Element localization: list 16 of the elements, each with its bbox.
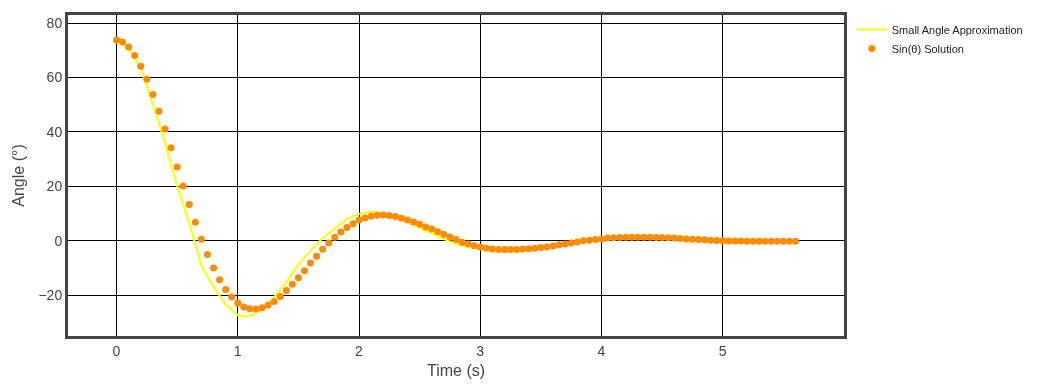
x-tick-label: 5 <box>718 342 727 359</box>
legend-label: Small Angle Approximation <box>891 23 1023 36</box>
y-tick-label: −20 <box>38 287 63 304</box>
x-tick-label: 4 <box>597 342 606 359</box>
x-tick-label: 2 <box>355 342 364 359</box>
x-tick-label: 3 <box>476 342 485 359</box>
y-tick-label: 0 <box>54 232 63 249</box>
y-tick-label: 80 <box>46 15 63 32</box>
y-axis-title: Angle (°) <box>10 144 28 207</box>
x-tick-label: 1 <box>233 342 242 359</box>
legend-label: Sin(θ) Solution <box>891 42 964 55</box>
x-axis-title: Time (s) <box>426 362 486 380</box>
y-tick-label: 40 <box>46 123 63 140</box>
y-tick-label: 60 <box>46 69 63 86</box>
y-tick-label: 20 <box>46 178 63 195</box>
x-tick-label: 0 <box>112 342 121 359</box>
